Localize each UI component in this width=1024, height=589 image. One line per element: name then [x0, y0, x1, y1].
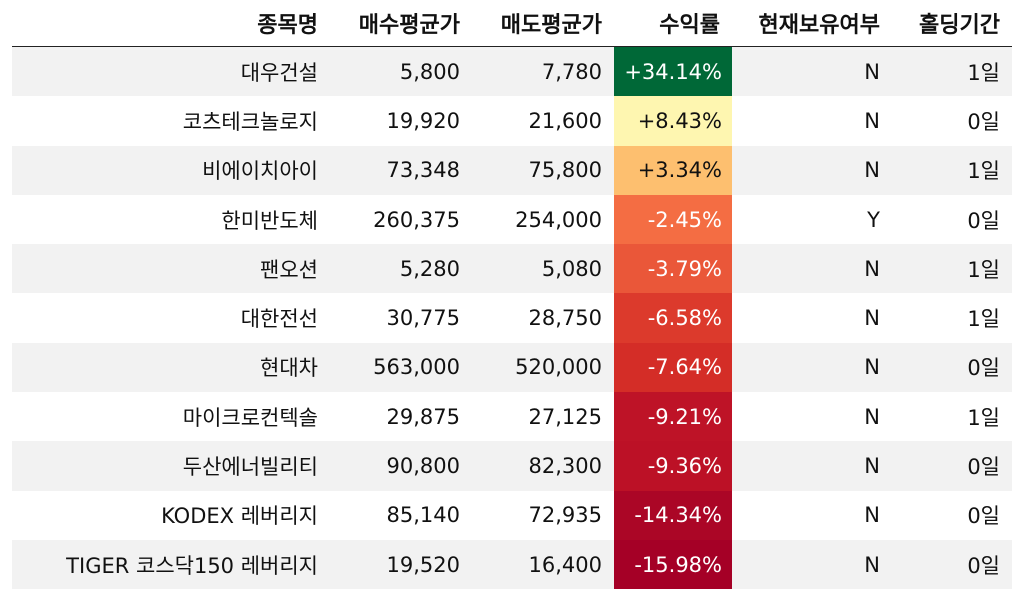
table-row: 한미반도체 260,375 254,000 -2.45% Y 0일: [12, 194, 1012, 245]
cell-buy-avg: 5,280: [330, 244, 472, 294]
cell-return: +3.34%: [614, 145, 732, 195]
cell-holding: N: [732, 539, 892, 589]
cell-buy-avg: 30,775: [330, 293, 472, 343]
cell-holding: N: [732, 145, 892, 195]
cell-holding: N: [732, 293, 892, 343]
cell-holding: N: [732, 96, 892, 146]
table-row: 두산에너빌리티 90,800 82,300 -9.36% N 0일: [12, 441, 1012, 491]
cell-buy-avg: 73,348: [330, 145, 472, 195]
cell-return: -9.21%: [614, 392, 732, 442]
cell-days: 1일: [892, 46, 1012, 97]
cell-return: -3.79%: [614, 244, 732, 294]
table-body: 대우건설 5,800 7,780 +34.14% N 1일 코츠테크놀로지 19,920 21,…: [12, 46, 1012, 589]
table-row: 대우건설 5,800 7,780 +34.14% N 1일: [12, 46, 1012, 97]
cell-name: 대우건설: [12, 46, 330, 97]
header-sell-avg: 매도평균가: [472, 0, 614, 47]
table-row: 비에이치아이 73,348 75,800 +3.34% N 1일: [12, 145, 1012, 195]
cell-sell-avg: 520,000: [472, 342, 614, 393]
cell-days: 0일: [892, 539, 1012, 589]
cell-name: 비에이치아이: [12, 145, 330, 195]
table-row: 대한전선 30,775 28,750 -6.58% N 1일: [12, 293, 1012, 343]
cell-sell-avg: 5,080: [472, 244, 614, 294]
cell-holding: N: [732, 441, 892, 491]
cell-holding: N: [732, 392, 892, 442]
cell-return: +8.43%: [614, 96, 732, 146]
cell-name: 현대차: [12, 342, 330, 393]
cell-days: 1일: [892, 244, 1012, 294]
cell-days: 0일: [892, 490, 1012, 540]
header-holding: 현재보유여부: [732, 0, 892, 47]
table-row: 마이크로컨텍솔 29,875 27,125 -9.21% N 1일: [12, 392, 1012, 442]
header-buy-avg: 매수평균가: [330, 0, 472, 47]
cell-buy-avg: 5,800: [330, 46, 472, 97]
cell-return: +34.14%: [614, 46, 732, 97]
cell-name: 한미반도체: [12, 194, 330, 245]
cell-holding: N: [732, 46, 892, 97]
cell-name: 마이크로컨텍솔: [12, 392, 330, 442]
cell-sell-avg: 28,750: [472, 293, 614, 343]
header-row: 종목명 매수평균가 매도평균가 수익률 현재보유여부 홀딩기간: [12, 0, 1012, 47]
header-days: 홀딩기간: [892, 0, 1012, 47]
cell-sell-avg: 75,800: [472, 145, 614, 195]
cell-sell-avg: 27,125: [472, 392, 614, 442]
cell-sell-avg: 254,000: [472, 194, 614, 245]
cell-days: 1일: [892, 145, 1012, 195]
cell-days: 0일: [892, 96, 1012, 146]
cell-name: 코츠테크놀로지: [12, 96, 330, 146]
cell-name: 대한전선: [12, 293, 330, 343]
table-row: 코츠테크놀로지 19,920 21,600 +8.43% N 0일: [12, 96, 1012, 146]
cell-days: 0일: [892, 194, 1012, 245]
cell-holding: Y: [732, 194, 892, 245]
table-row: 팬오션 5,280 5,080 -3.79% N 1일: [12, 244, 1012, 294]
cell-days: 0일: [892, 342, 1012, 393]
cell-buy-avg: 260,375: [330, 194, 472, 245]
cell-holding: N: [732, 244, 892, 294]
cell-name: KODEX 레버리지: [12, 490, 330, 540]
header-name: 종목명: [12, 0, 330, 47]
cell-return: -9.36%: [614, 441, 732, 491]
cell-buy-avg: 19,920: [330, 96, 472, 146]
cell-holding: N: [732, 490, 892, 540]
cell-name: 두산에너빌리티: [12, 441, 330, 491]
cell-sell-avg: 7,780: [472, 46, 614, 97]
cell-buy-avg: 29,875: [330, 392, 472, 442]
cell-holding: N: [732, 342, 892, 393]
cell-return: -2.45%: [614, 194, 732, 245]
table-row: 현대차 563,000 520,000 -7.64% N 0일: [12, 342, 1012, 393]
returns-table-container: 종목명 매수평균가 매도평균가 수익률 현재보유여부 홀딩기간 대우건설 5,80…: [12, 0, 1012, 589]
cell-buy-avg: 90,800: [330, 441, 472, 491]
cell-name: TIGER 코스닥150 레버리지: [12, 539, 330, 589]
cell-return: -14.34%: [614, 490, 732, 540]
cell-return: -6.58%: [614, 293, 732, 343]
header-return: 수익률: [614, 0, 732, 47]
cell-sell-avg: 21,600: [472, 96, 614, 146]
cell-return: -7.64%: [614, 342, 732, 393]
cell-days: 0일: [892, 441, 1012, 491]
cell-days: 1일: [892, 293, 1012, 343]
cell-sell-avg: 72,935: [472, 490, 614, 540]
cell-sell-avg: 16,400: [472, 539, 614, 589]
cell-return: -15.98%: [614, 539, 732, 589]
cell-buy-avg: 19,520: [330, 539, 472, 589]
returns-table: 종목명 매수평균가 매도평균가 수익률 현재보유여부 홀딩기간 대우건설 5,80…: [12, 0, 1012, 589]
cell-sell-avg: 82,300: [472, 441, 614, 491]
cell-buy-avg: 563,000: [330, 342, 472, 393]
cell-name: 팬오션: [12, 244, 330, 294]
table-row: KODEX 레버리지 85,140 72,935 -14.34% N 0일: [12, 490, 1012, 540]
table-row: TIGER 코스닥150 레버리지 19,520 16,400 -15.98% N 0일: [12, 539, 1012, 589]
cell-days: 1일: [892, 392, 1012, 442]
cell-buy-avg: 85,140: [330, 490, 472, 540]
